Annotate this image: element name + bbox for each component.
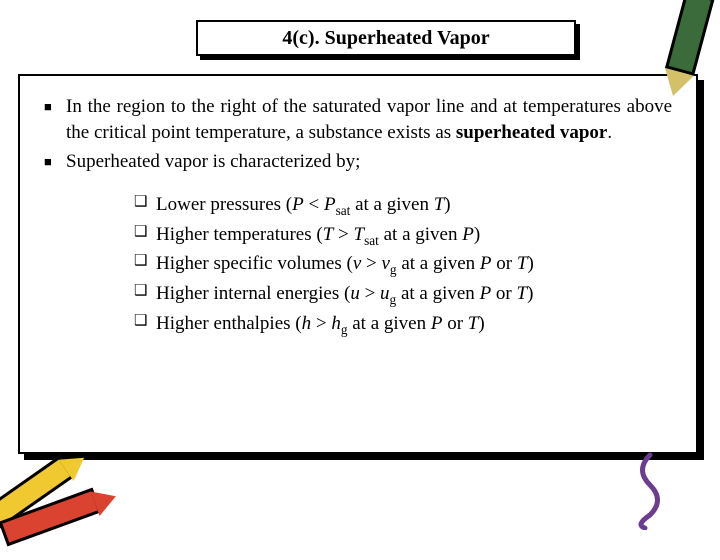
sub-text: Lower pressures (P < Psat at a given T): [156, 191, 451, 221]
sub-item: ❑ Lower pressures (P < Psat at a given T…: [134, 191, 672, 221]
box-bullet-icon: ❑: [134, 250, 156, 280]
main-bullet-list: ■ In the region to the right of the satu…: [44, 94, 672, 175]
box-bullet-icon: ❑: [134, 280, 156, 310]
content-box: ■ In the region to the right of the satu…: [18, 74, 698, 454]
sub-item: ❑ Higher internal energies (u > ug at a …: [134, 280, 672, 310]
sub-item: ❑ Higher specific volumes (v > vg at a g…: [134, 250, 672, 280]
sub-bullet-list: ❑ Lower pressures (P < Psat at a given T…: [134, 191, 672, 340]
crayon-green-icon: [626, 0, 720, 117]
bullet-item: ■ In the region to the right of the satu…: [44, 94, 672, 145]
sub-item: ❑ Higher enthalpies (h > hg at a given P…: [134, 310, 672, 340]
crayons-icon: [0, 440, 140, 560]
bullet-text: In the region to the right of the satura…: [66, 94, 672, 145]
box-bullet-icon: ❑: [134, 221, 156, 251]
title-text: 4(c). Superheated Vapor: [282, 27, 489, 50]
sub-text: Higher temperatures (T > Tsat at a given…: [156, 221, 480, 251]
title-box: 4(c). Superheated Vapor: [196, 20, 576, 56]
sub-text: Higher enthalpies (h > hg at a given P o…: [156, 310, 485, 340]
square-bullet-icon: ■: [44, 94, 66, 145]
box-bullet-icon: ❑: [134, 191, 156, 221]
sub-item: ❑ Higher temperatures (T > Tsat at a giv…: [134, 221, 672, 251]
square-bullet-icon: ■: [44, 149, 66, 175]
bullet-text: Superheated vapor is characterized by;: [66, 149, 360, 175]
sub-text: Higher specific volumes (v > vg at a giv…: [156, 250, 534, 280]
sub-text: Higher internal energies (u > ug at a gi…: [156, 280, 533, 310]
box-bullet-icon: ❑: [134, 310, 156, 340]
squiggle-icon: [630, 450, 670, 530]
bullet-item: ■ Superheated vapor is characterized by;: [44, 149, 672, 175]
